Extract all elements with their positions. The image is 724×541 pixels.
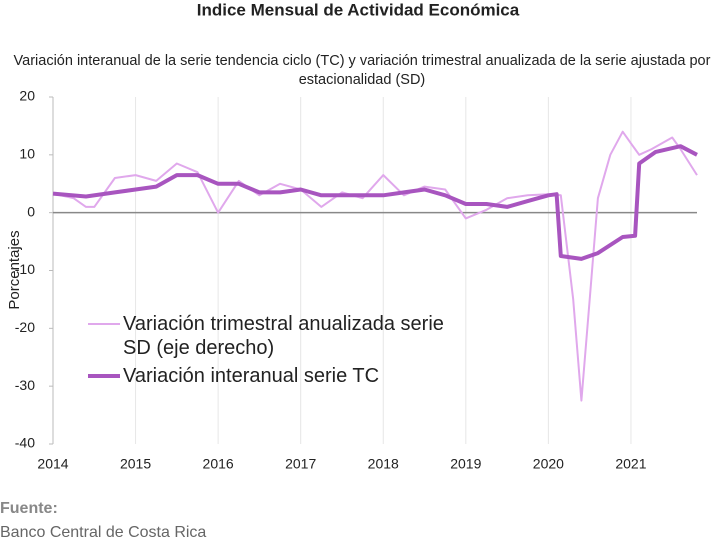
legend-label: Variación trimestral anualizada serie SD… [123, 313, 444, 359]
x-tick-label: 2016 [203, 456, 234, 472]
source: Banco Central de Costa Rica [0, 524, 206, 541]
series-line [52, 144, 698, 261]
x-tick-label: 2018 [368, 456, 399, 472]
x-tick-label: 2014 [37, 456, 68, 472]
y-tick-label: -10 [15, 261, 35, 277]
x-tick-label: 2020 [533, 456, 564, 472]
chart-title: Indice Mensual de Actividad Económica [197, 0, 520, 19]
x-tick-label: 2019 [450, 456, 481, 472]
x-tick-label: 2017 [285, 456, 316, 472]
y-tick-label: -30 [15, 377, 35, 393]
y-tick-label: -20 [15, 319, 35, 335]
y-axis-label: Porcentajes [6, 230, 23, 309]
legend-label: Variación interanual serie TC [123, 365, 380, 387]
y-tick-label: 0 [27, 203, 35, 219]
y-tick-label: -40 [15, 435, 35, 451]
series-line [52, 130, 698, 402]
y-tick-label: 20 [19, 88, 35, 104]
source-label: Fuente: [0, 500, 58, 517]
x-tick-label: 2015 [120, 456, 151, 472]
y-tick-label: 10 [19, 146, 35, 162]
chart-subtitle: Variación interanual de la serie tendenc… [13, 53, 711, 88]
x-tick-label: 2021 [615, 456, 646, 472]
